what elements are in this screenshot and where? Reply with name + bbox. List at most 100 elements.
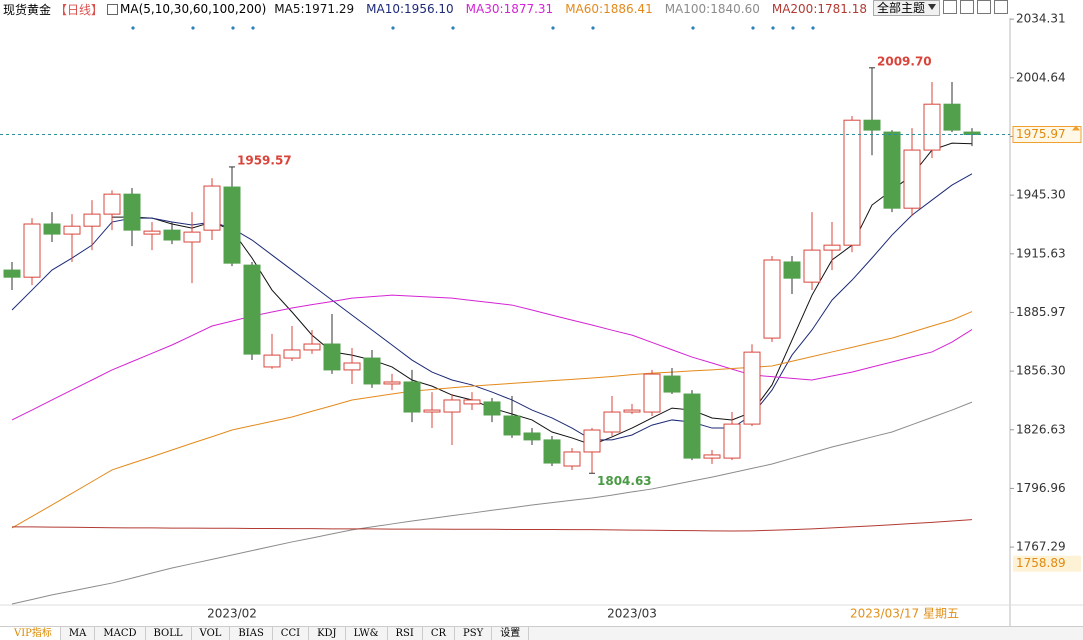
candle-body bbox=[403, 381, 421, 413]
candle-body bbox=[943, 103, 961, 131]
ma-line bbox=[11, 401, 973, 605]
candle-body bbox=[703, 454, 721, 459]
chart: 2034.312004.641974.971945.301915.631885.… bbox=[0, 12, 1083, 626]
event-dot[interactable] bbox=[131, 26, 135, 30]
candle-body bbox=[863, 119, 881, 131]
event-dot[interactable] bbox=[751, 26, 755, 30]
indicator-tab[interactable]: VIP指标 bbox=[0, 627, 61, 640]
candle-body bbox=[263, 354, 281, 368]
indicator-tab[interactable]: VOL bbox=[192, 627, 231, 640]
toolbar-icon[interactable] bbox=[943, 0, 958, 14]
legend-item[interactable]: MA601886.41 bbox=[565, 2, 653, 16]
candle-body bbox=[903, 149, 921, 209]
indicator-tab[interactable]: RSI bbox=[388, 627, 423, 640]
theme-button[interactable]: 全部主题 bbox=[873, 0, 941, 16]
candle-body bbox=[823, 244, 841, 251]
indicator-tab[interactable]: CR bbox=[423, 627, 456, 640]
toolbar: 全部主题 bbox=[873, 0, 1009, 16]
event-dot[interactable] bbox=[231, 26, 235, 30]
indicator-tab[interactable]: BOLL bbox=[146, 627, 192, 640]
candle-body bbox=[483, 401, 501, 416]
current-price-label: 1975.97 bbox=[1016, 127, 1066, 141]
candle-body bbox=[923, 103, 941, 151]
event-dot[interactable] bbox=[551, 26, 555, 30]
candle-body bbox=[803, 249, 821, 283]
event-dot[interactable] bbox=[251, 26, 255, 30]
crosshair-price-box bbox=[1013, 555, 1081, 572]
candle-body bbox=[623, 409, 641, 413]
legend-value: 1840.60 bbox=[706, 2, 760, 16]
legend-value: 1971.29 bbox=[300, 2, 354, 16]
event-dot[interactable] bbox=[391, 26, 395, 30]
indicator-tab[interactable]: PSY bbox=[455, 627, 493, 640]
indicator-tab[interactable]: 设置 bbox=[492, 627, 530, 640]
legend-name: MA100 bbox=[664, 2, 707, 16]
candle-body bbox=[63, 225, 81, 235]
indicator-tab[interactable]: KDJ bbox=[309, 627, 346, 640]
candle-body bbox=[183, 231, 201, 243]
candle-body bbox=[103, 193, 121, 215]
crosshair-price-label: 1758.89 bbox=[1016, 556, 1066, 570]
candle-body bbox=[363, 357, 381, 385]
toolbar-icon[interactable] bbox=[977, 0, 992, 14]
ma-label: MA(5,10,30,60,100,200) bbox=[120, 2, 267, 16]
legend-value: 1956.10 bbox=[400, 2, 454, 16]
candle-body bbox=[883, 131, 901, 209]
candle-body bbox=[443, 399, 461, 413]
candle-body bbox=[763, 259, 781, 339]
legend-value: 1886.41 bbox=[599, 2, 653, 16]
legend-item[interactable]: MA2001781.18 bbox=[772, 2, 867, 16]
candle-body bbox=[223, 186, 241, 264]
y-tick-label: 1796.96 bbox=[1016, 481, 1066, 495]
event-dot[interactable] bbox=[191, 26, 195, 30]
candle-body bbox=[43, 223, 61, 235]
candle-body bbox=[663, 375, 681, 393]
event-dot[interactable] bbox=[591, 26, 595, 30]
indicator-tab[interactable]: MA bbox=[61, 627, 96, 640]
crosshair-date: 2023/03/17 星期五 bbox=[850, 607, 959, 621]
y-tick-label: 2034.31 bbox=[1016, 12, 1066, 26]
ma-icon[interactable] bbox=[107, 3, 119, 15]
high-label: 1959.57 bbox=[237, 153, 292, 167]
candle-body bbox=[23, 223, 41, 278]
indicator-tab[interactable]: MACD bbox=[95, 627, 146, 640]
legend-item[interactable]: MA51971.29 bbox=[274, 2, 354, 16]
legend-item[interactable]: MA1001840.60 bbox=[665, 2, 760, 16]
event-dot[interactable] bbox=[691, 26, 695, 30]
candle-body bbox=[543, 439, 561, 464]
candle-body bbox=[203, 185, 221, 231]
toolbar-icon[interactable] bbox=[994, 0, 1009, 14]
high-label: 2009.70 bbox=[877, 54, 932, 68]
current-price-box bbox=[1012, 126, 1082, 144]
ma-line bbox=[11, 294, 973, 421]
event-dot[interactable] bbox=[791, 26, 795, 30]
price-arrow bbox=[1072, 125, 1080, 131]
candle-body bbox=[123, 193, 141, 231]
low-label: 1804.63 bbox=[597, 474, 652, 488]
indicator-tab[interactable]: BIAS bbox=[230, 627, 273, 640]
legend-item[interactable]: MA101956.10 bbox=[366, 2, 454, 16]
event-dot[interactable] bbox=[771, 26, 775, 30]
event-dot[interactable] bbox=[451, 26, 455, 30]
legend-name: MA5 bbox=[274, 2, 301, 16]
y-tick-label: 1885.97 bbox=[1016, 305, 1066, 319]
legend-item[interactable]: MA301877.31 bbox=[466, 2, 554, 16]
period[interactable]: 【日线】 bbox=[55, 2, 104, 17]
event-dot[interactable] bbox=[811, 26, 815, 30]
ma-line bbox=[11, 173, 973, 441]
candle-body bbox=[283, 349, 301, 359]
candle-body bbox=[583, 429, 601, 453]
legend-name: MA10 bbox=[366, 2, 400, 16]
indicator-tab[interactable]: CCI bbox=[273, 627, 310, 640]
legend-name: MA200 bbox=[771, 2, 814, 16]
indicator-tabs: VIP指标 MA MACD BOLL VOL BIAS CCI KDJ LW& RSI CR PSY 设… bbox=[0, 626, 1083, 640]
candle-body bbox=[3, 269, 21, 278]
candle-body bbox=[83, 213, 101, 227]
candle-body bbox=[563, 451, 581, 467]
x-tick-label: 2023/02 bbox=[207, 607, 257, 621]
indicator-tab[interactable]: LW& bbox=[346, 627, 388, 640]
candle-body bbox=[523, 432, 541, 441]
toolbar-icon[interactable] bbox=[960, 0, 975, 14]
y-tick-label: 1826.63 bbox=[1016, 422, 1066, 436]
candle-body bbox=[163, 229, 181, 241]
